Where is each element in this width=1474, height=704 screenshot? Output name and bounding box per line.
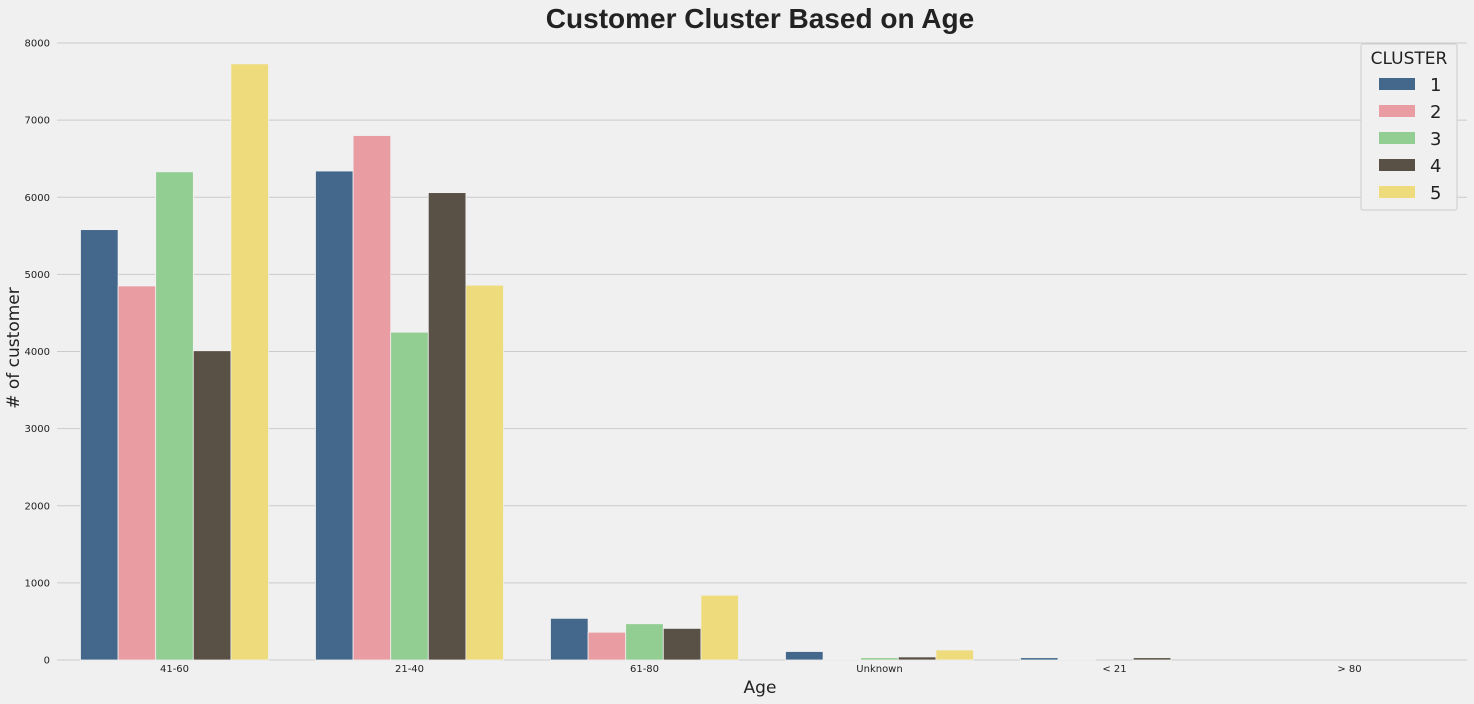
bar: [390, 331, 429, 661]
legend-entry: 4: [1430, 156, 1441, 177]
legend-items: 1 2 3 4 5: [1379, 75, 1441, 204]
x-tick-label: 21-40: [395, 664, 424, 675]
y-tick-label: 2000: [25, 501, 50, 512]
legend: CLUSTER 1 2 3 4 5: [1360, 43, 1458, 211]
legend-entry: 5: [1430, 183, 1441, 204]
bar: [427, 192, 467, 661]
chart-title: Customer Cluster Based on Age: [546, 3, 974, 34]
bar: [1132, 657, 1172, 661]
y-tick-label: 4000: [25, 347, 50, 358]
legend-swatch: [1379, 159, 1415, 171]
legend-entry: 3: [1430, 129, 1441, 150]
x-tick-label: < 21: [1102, 664, 1126, 675]
y-tick-labels: 0 1000 2000 3000 4000 5000 6000 7000 8000: [25, 39, 50, 667]
bar: [897, 656, 937, 661]
bar: [192, 350, 232, 661]
legend-swatch: [1379, 132, 1415, 144]
bar: [230, 63, 269, 661]
bar: [700, 594, 739, 661]
bar: [315, 170, 354, 661]
legend-swatch: [1379, 78, 1415, 90]
legend-entry: 1: [1430, 75, 1441, 96]
bar: [587, 631, 627, 661]
y-tick-label: 1000: [25, 578, 50, 589]
bar: [80, 229, 119, 661]
grid-lines: [57, 42, 1467, 661]
y-tick-label: 8000: [25, 39, 50, 50]
y-tick-label: 5000: [25, 270, 50, 281]
x-tick-label: 41-60: [160, 664, 189, 675]
y-tick-label: 3000: [25, 424, 50, 435]
x-tick-label: 61-80: [630, 664, 659, 675]
bar: [117, 285, 157, 661]
bar: [352, 135, 392, 661]
x-tick-label: > 80: [1337, 664, 1361, 675]
bar: [1057, 658, 1097, 661]
bar: [860, 657, 899, 661]
bar: [155, 171, 194, 661]
legend-swatch: [1379, 105, 1415, 117]
bar: [1020, 657, 1059, 661]
bar: [822, 658, 862, 661]
x-tick-labels: 41-60 21-40 61-80 Unknown < 21 > 80: [160, 664, 1362, 675]
bars: [80, 63, 1172, 661]
legend-swatch: [1379, 186, 1415, 198]
x-tick-label: Unknown: [856, 664, 902, 675]
bar: [465, 284, 504, 661]
bar: [785, 651, 824, 661]
y-tick-label: 0: [44, 656, 50, 667]
y-axis-title: # of customer: [4, 287, 24, 409]
bar: [662, 627, 702, 661]
legend-title: CLUSTER: [1371, 49, 1448, 69]
bar: [935, 649, 974, 661]
bar: [625, 623, 664, 661]
y-tick-label: 6000: [25, 193, 50, 204]
y-tick-label: 7000: [25, 116, 50, 127]
bar: [550, 617, 589, 661]
legend-entry: 2: [1430, 102, 1441, 123]
x-axis-title: Age: [744, 678, 777, 698]
